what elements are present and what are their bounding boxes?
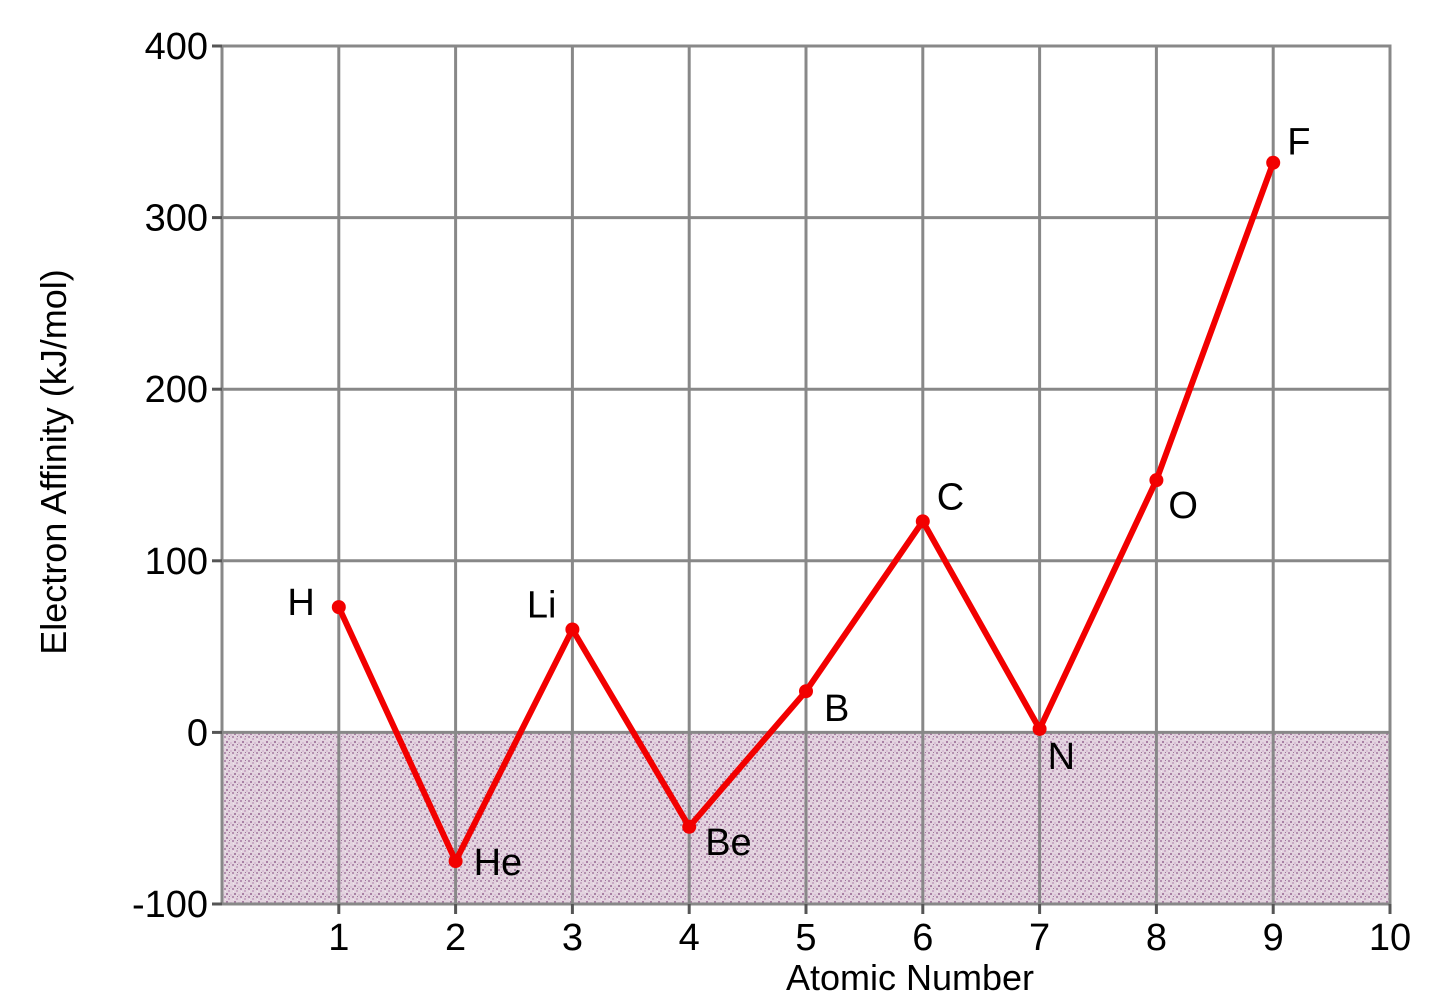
data-point-n (1032, 721, 1047, 736)
data-point-labels: H He Li Be B C N O F (287, 122, 1310, 884)
x-tick-label: 6 (912, 917, 933, 959)
y-axis-title: Electron Affinity (kJ/mol) (33, 269, 74, 654)
y-axis-tick-labels: -100 0 100 200 300 400 (132, 26, 208, 926)
data-point-label-be: Be (705, 822, 751, 864)
y-tick-label: -100 (132, 884, 208, 926)
y-tick-label: 200 (145, 369, 208, 411)
data-point-label-f: F (1287, 122, 1310, 164)
x-tick-label: 10 (1369, 917, 1411, 959)
x-tick-label: 3 (562, 917, 583, 959)
data-point-he (448, 854, 463, 869)
data-point-f (1266, 155, 1281, 170)
x-tick-label: 5 (795, 917, 816, 959)
data-point-label-n: N (1048, 736, 1075, 778)
data-point-label-li: Li (527, 584, 557, 626)
data-point-be (682, 819, 697, 834)
data-point-label-o: O (1168, 485, 1198, 527)
data-point-label-he: He (474, 842, 523, 884)
y-tick-label: 0 (187, 712, 208, 754)
data-point-label-b: B (824, 688, 849, 730)
data-point-b (799, 684, 813, 699)
data-point-c (915, 514, 930, 529)
data-point-label-c: C (937, 476, 964, 518)
y-tick-label: 400 (145, 26, 208, 68)
data-point-o (1149, 473, 1164, 488)
x-tick-label: 7 (1029, 917, 1050, 959)
data-point-h (331, 600, 346, 615)
data-point-label-h: H (287, 582, 314, 624)
axis-ticks (212, 44, 1392, 914)
data-point-li (565, 622, 580, 637)
x-tick-label: 1 (328, 917, 349, 959)
x-tick-label: 9 (1263, 917, 1284, 959)
x-tick-label: 2 (445, 917, 466, 959)
x-tick-label: 4 (679, 917, 700, 959)
y-tick-label: 100 (145, 541, 208, 583)
x-axis-title: Atomic Number (786, 957, 1034, 998)
x-tick-label: 8 (1146, 917, 1167, 959)
x-axis-tick-labels: 1 2 3 4 5 6 7 8 9 10 (328, 917, 1411, 959)
y-tick-label: 300 (145, 198, 208, 240)
data-points (331, 155, 1281, 869)
